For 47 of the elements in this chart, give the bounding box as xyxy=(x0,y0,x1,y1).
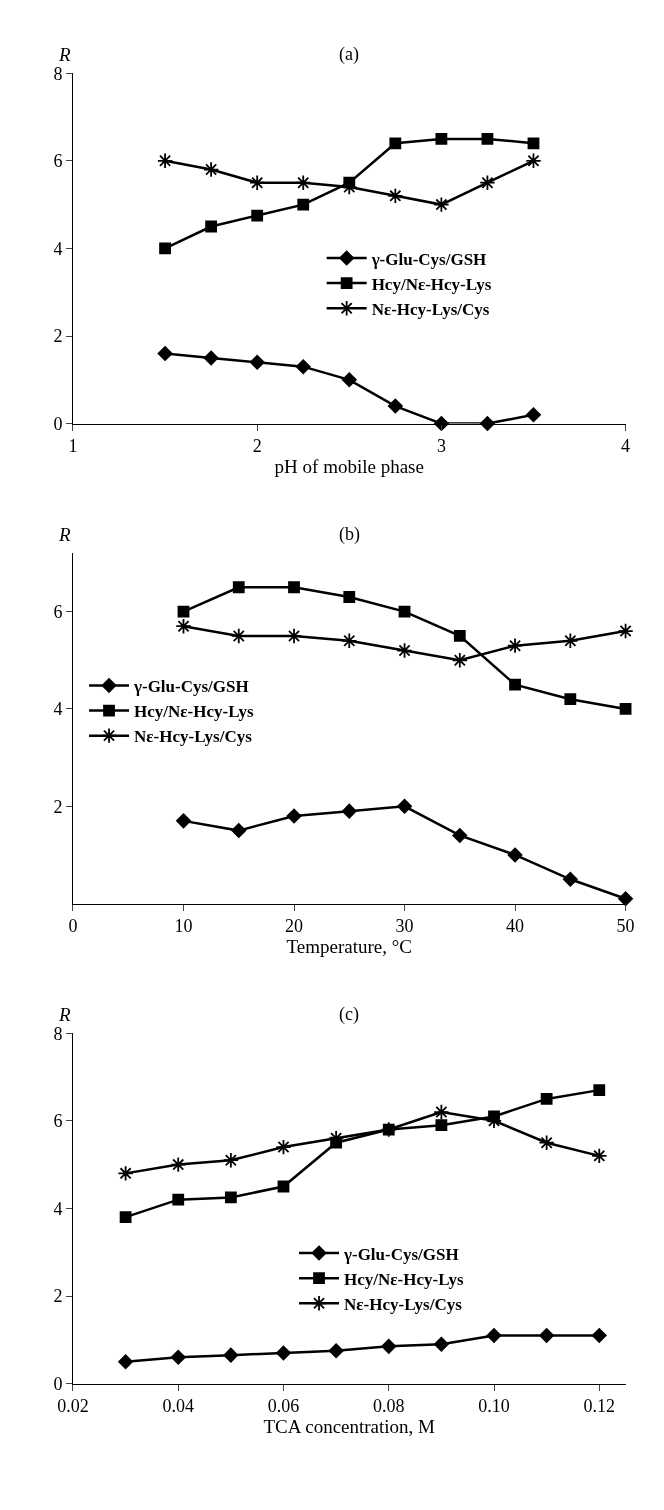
x-tick-label: 0.06 xyxy=(267,1396,300,1417)
y-tick-label: 6 xyxy=(53,1111,63,1132)
x-tick-label: 4 xyxy=(621,436,631,457)
y-tick-label: 2 xyxy=(53,1286,63,1307)
legend-label: Nε-Hcy-Lys/Cys xyxy=(134,727,253,747)
y-tick-label: 8 xyxy=(53,63,63,84)
x-tick-label: 0 xyxy=(68,916,78,937)
chart-title: (b) xyxy=(339,524,360,545)
x-tick-label: 0.04 xyxy=(162,1396,194,1417)
legend-label: Hcy/Nε-Hcy-Lys xyxy=(371,274,492,294)
y-axis-title: R xyxy=(58,1004,71,1025)
legend-label: γ-Glu-Cys/GSH xyxy=(343,1244,459,1264)
y-tick-label: 4 xyxy=(53,699,63,720)
legend-label: Hcy/Nε-Hcy-Lys xyxy=(344,1269,465,1289)
x-axis-title: Temperature, °C xyxy=(286,936,413,958)
y-tick-label: 6 xyxy=(53,151,63,172)
x-tick-label: 0.02 xyxy=(57,1396,89,1417)
x-tick-label: 20 xyxy=(285,916,304,937)
x-tick-label: 2 xyxy=(252,436,262,457)
x-tick-label: 30 xyxy=(395,916,414,937)
legend-label: γ-Glu-Cys/GSH xyxy=(370,249,487,269)
legend-label: γ-Glu-Cys/GSH xyxy=(133,677,249,697)
x-axis-title: pH of mobile phase xyxy=(274,456,424,477)
x-tick-label: 0.08 xyxy=(373,1396,405,1417)
chart-title: (c) xyxy=(339,1004,359,1025)
x-tick-label: 10 xyxy=(174,916,193,937)
legend-label: Nε-Hcy-Lys/Cys xyxy=(371,299,490,319)
chart-title: (a) xyxy=(339,44,359,65)
x-axis-title: TCA concentration, M xyxy=(263,1416,436,1438)
x-tick-label: 3 xyxy=(436,436,446,457)
y-axis-title: R xyxy=(58,44,71,65)
legend-label: Nε-Hcy-Lys/Cys xyxy=(344,1294,463,1314)
legend-label: Hcy/Nε-Hcy-Lys xyxy=(134,702,255,722)
x-tick-label: 50 xyxy=(616,916,635,937)
y-tick-label: 0 xyxy=(53,1373,63,1394)
x-tick-label: 0.12 xyxy=(583,1396,616,1417)
y-tick-label: 2 xyxy=(53,326,63,347)
x-tick-label: 0.10 xyxy=(478,1396,510,1417)
y-axis-title: R xyxy=(58,524,71,545)
x-tick-label: 40 xyxy=(506,916,525,937)
y-tick-label: 2 xyxy=(53,796,63,817)
y-tick-label: 6 xyxy=(53,601,63,622)
y-tick-label: 4 xyxy=(53,238,63,259)
y-tick-label: 8 xyxy=(53,1023,63,1044)
y-tick-label: 4 xyxy=(53,1198,63,1219)
x-tick-label: 1 xyxy=(68,436,78,457)
y-tick-label: 0 xyxy=(53,413,63,434)
